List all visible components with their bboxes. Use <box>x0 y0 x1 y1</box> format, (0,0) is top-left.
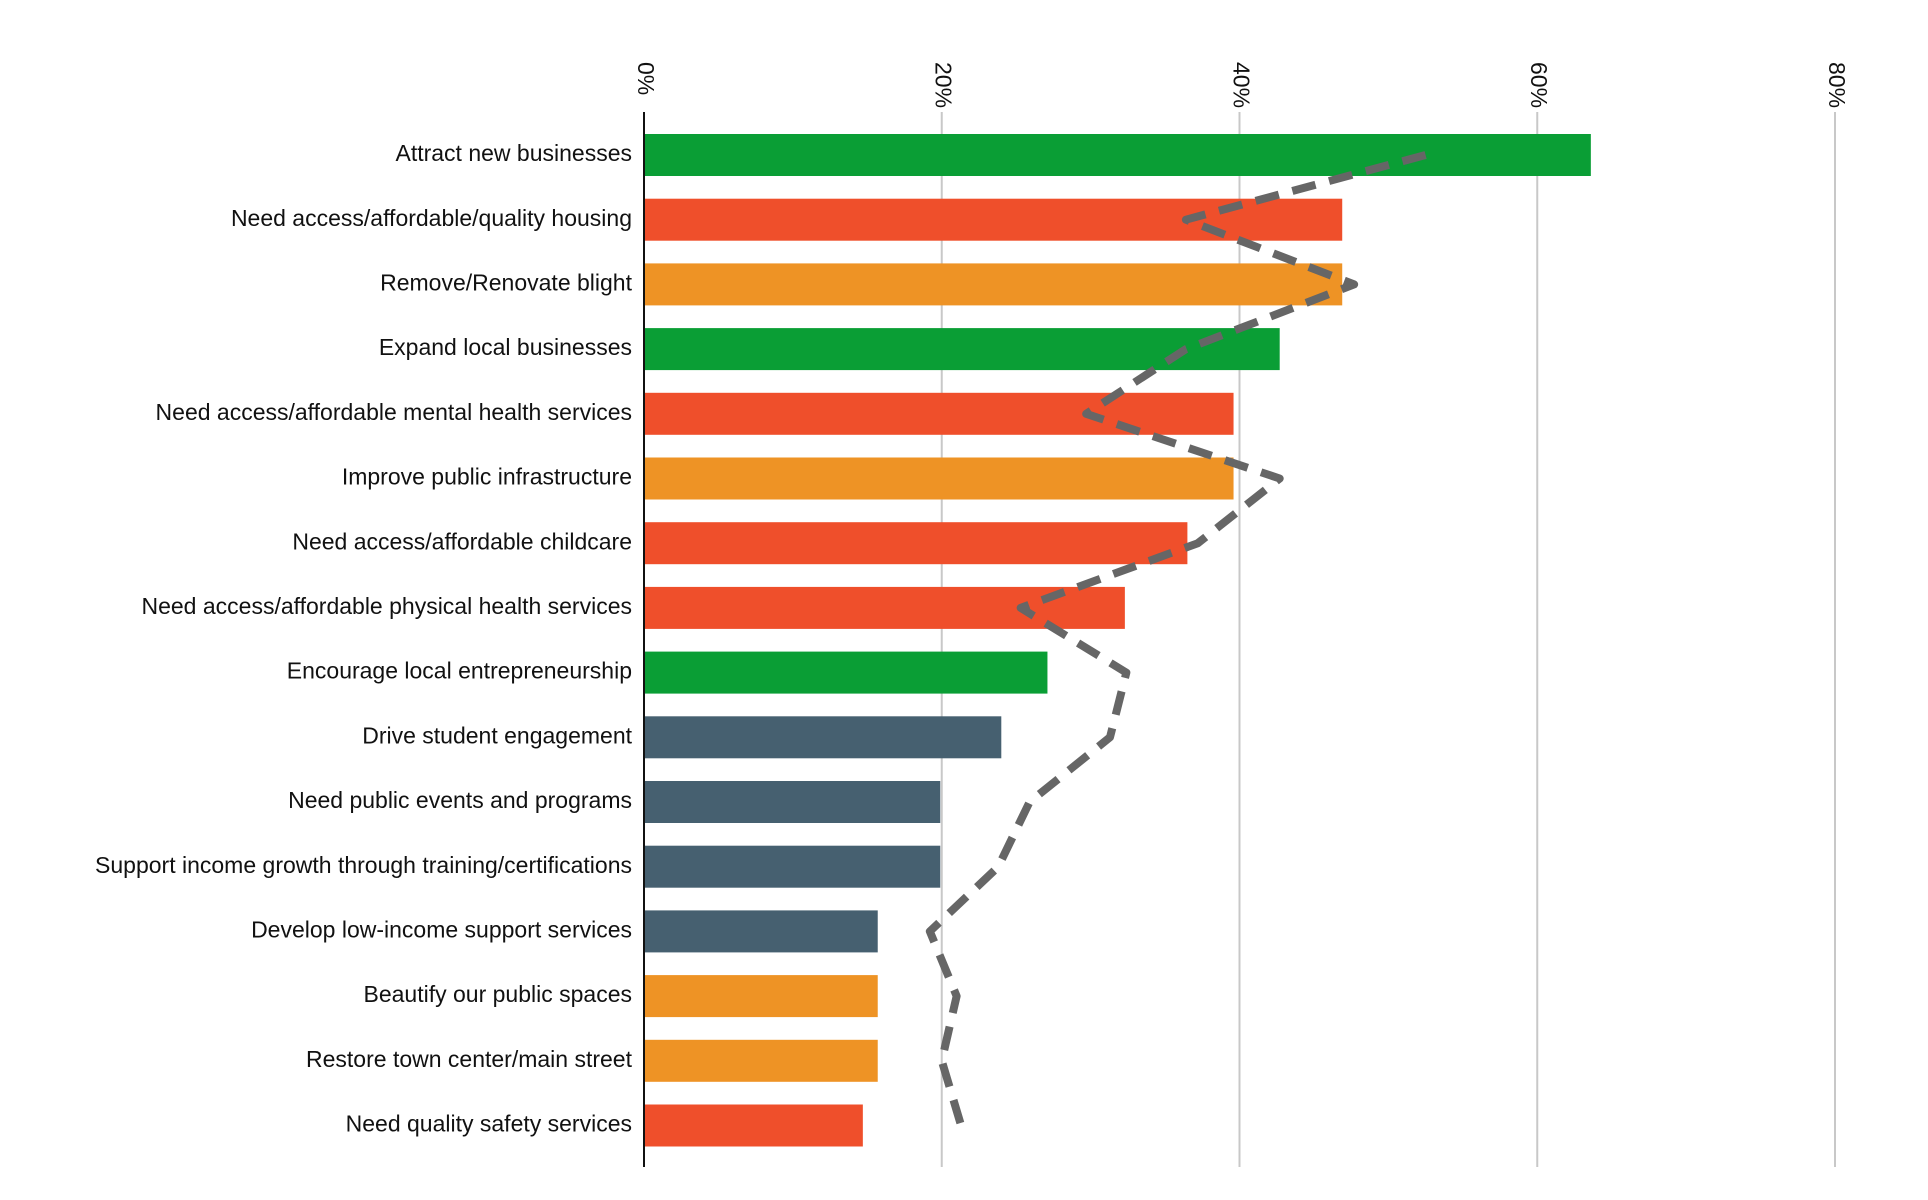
bar <box>644 586 1125 629</box>
x-tick-label: 80% <box>1824 62 1850 108</box>
bar <box>644 651 1048 694</box>
bar <box>644 522 1188 565</box>
x-tick-label: 60% <box>1526 62 1552 108</box>
x-tick-label: 0% <box>633 62 659 95</box>
y-tick-label: Support income growth through training/c… <box>95 852 632 878</box>
bar <box>644 845 941 888</box>
y-tick-label: Expand local businesses <box>379 334 632 360</box>
x-tick-label: 20% <box>931 62 957 108</box>
y-tick-label: Develop low-income support services <box>251 916 632 942</box>
trend-line <box>925 151 1427 1127</box>
bar <box>644 910 878 953</box>
x-tick-label: 40% <box>1228 62 1254 108</box>
y-tick-label: Need access/affordable physical health s… <box>141 593 632 619</box>
y-tick-label: Remove/Renovate blight <box>380 269 632 295</box>
y-tick-label: Encourage local entrepreneurship <box>287 658 632 684</box>
y-tick-label: Need access/affordable mental health ser… <box>156 399 632 425</box>
y-tick-label: Improve public infrastructure <box>342 464 632 490</box>
bar <box>644 781 941 823</box>
bar <box>644 1104 863 1147</box>
y-tick-label: Need access/affordable/quality housing <box>231 205 632 231</box>
bar <box>644 263 1343 306</box>
y-tick-label: Beautify our public spaces <box>364 981 633 1007</box>
y-tick-label: Restore town center/main street <box>306 1046 633 1072</box>
y-tick-label: Need access/affordable childcare <box>292 528 632 554</box>
y-tick-label: Need public events and programs <box>288 787 632 813</box>
bar <box>644 328 1280 371</box>
y-tick-label: Need quality safety services <box>346 1111 632 1137</box>
bar <box>644 716 1002 759</box>
bar <box>644 457 1234 500</box>
bar <box>644 975 878 1018</box>
y-tick-label: Attract new businesses <box>395 140 632 166</box>
bar <box>644 392 1234 435</box>
bar <box>644 1039 878 1082</box>
bar <box>644 134 1591 176</box>
y-tick-label: Drive student engagement <box>362 722 632 748</box>
